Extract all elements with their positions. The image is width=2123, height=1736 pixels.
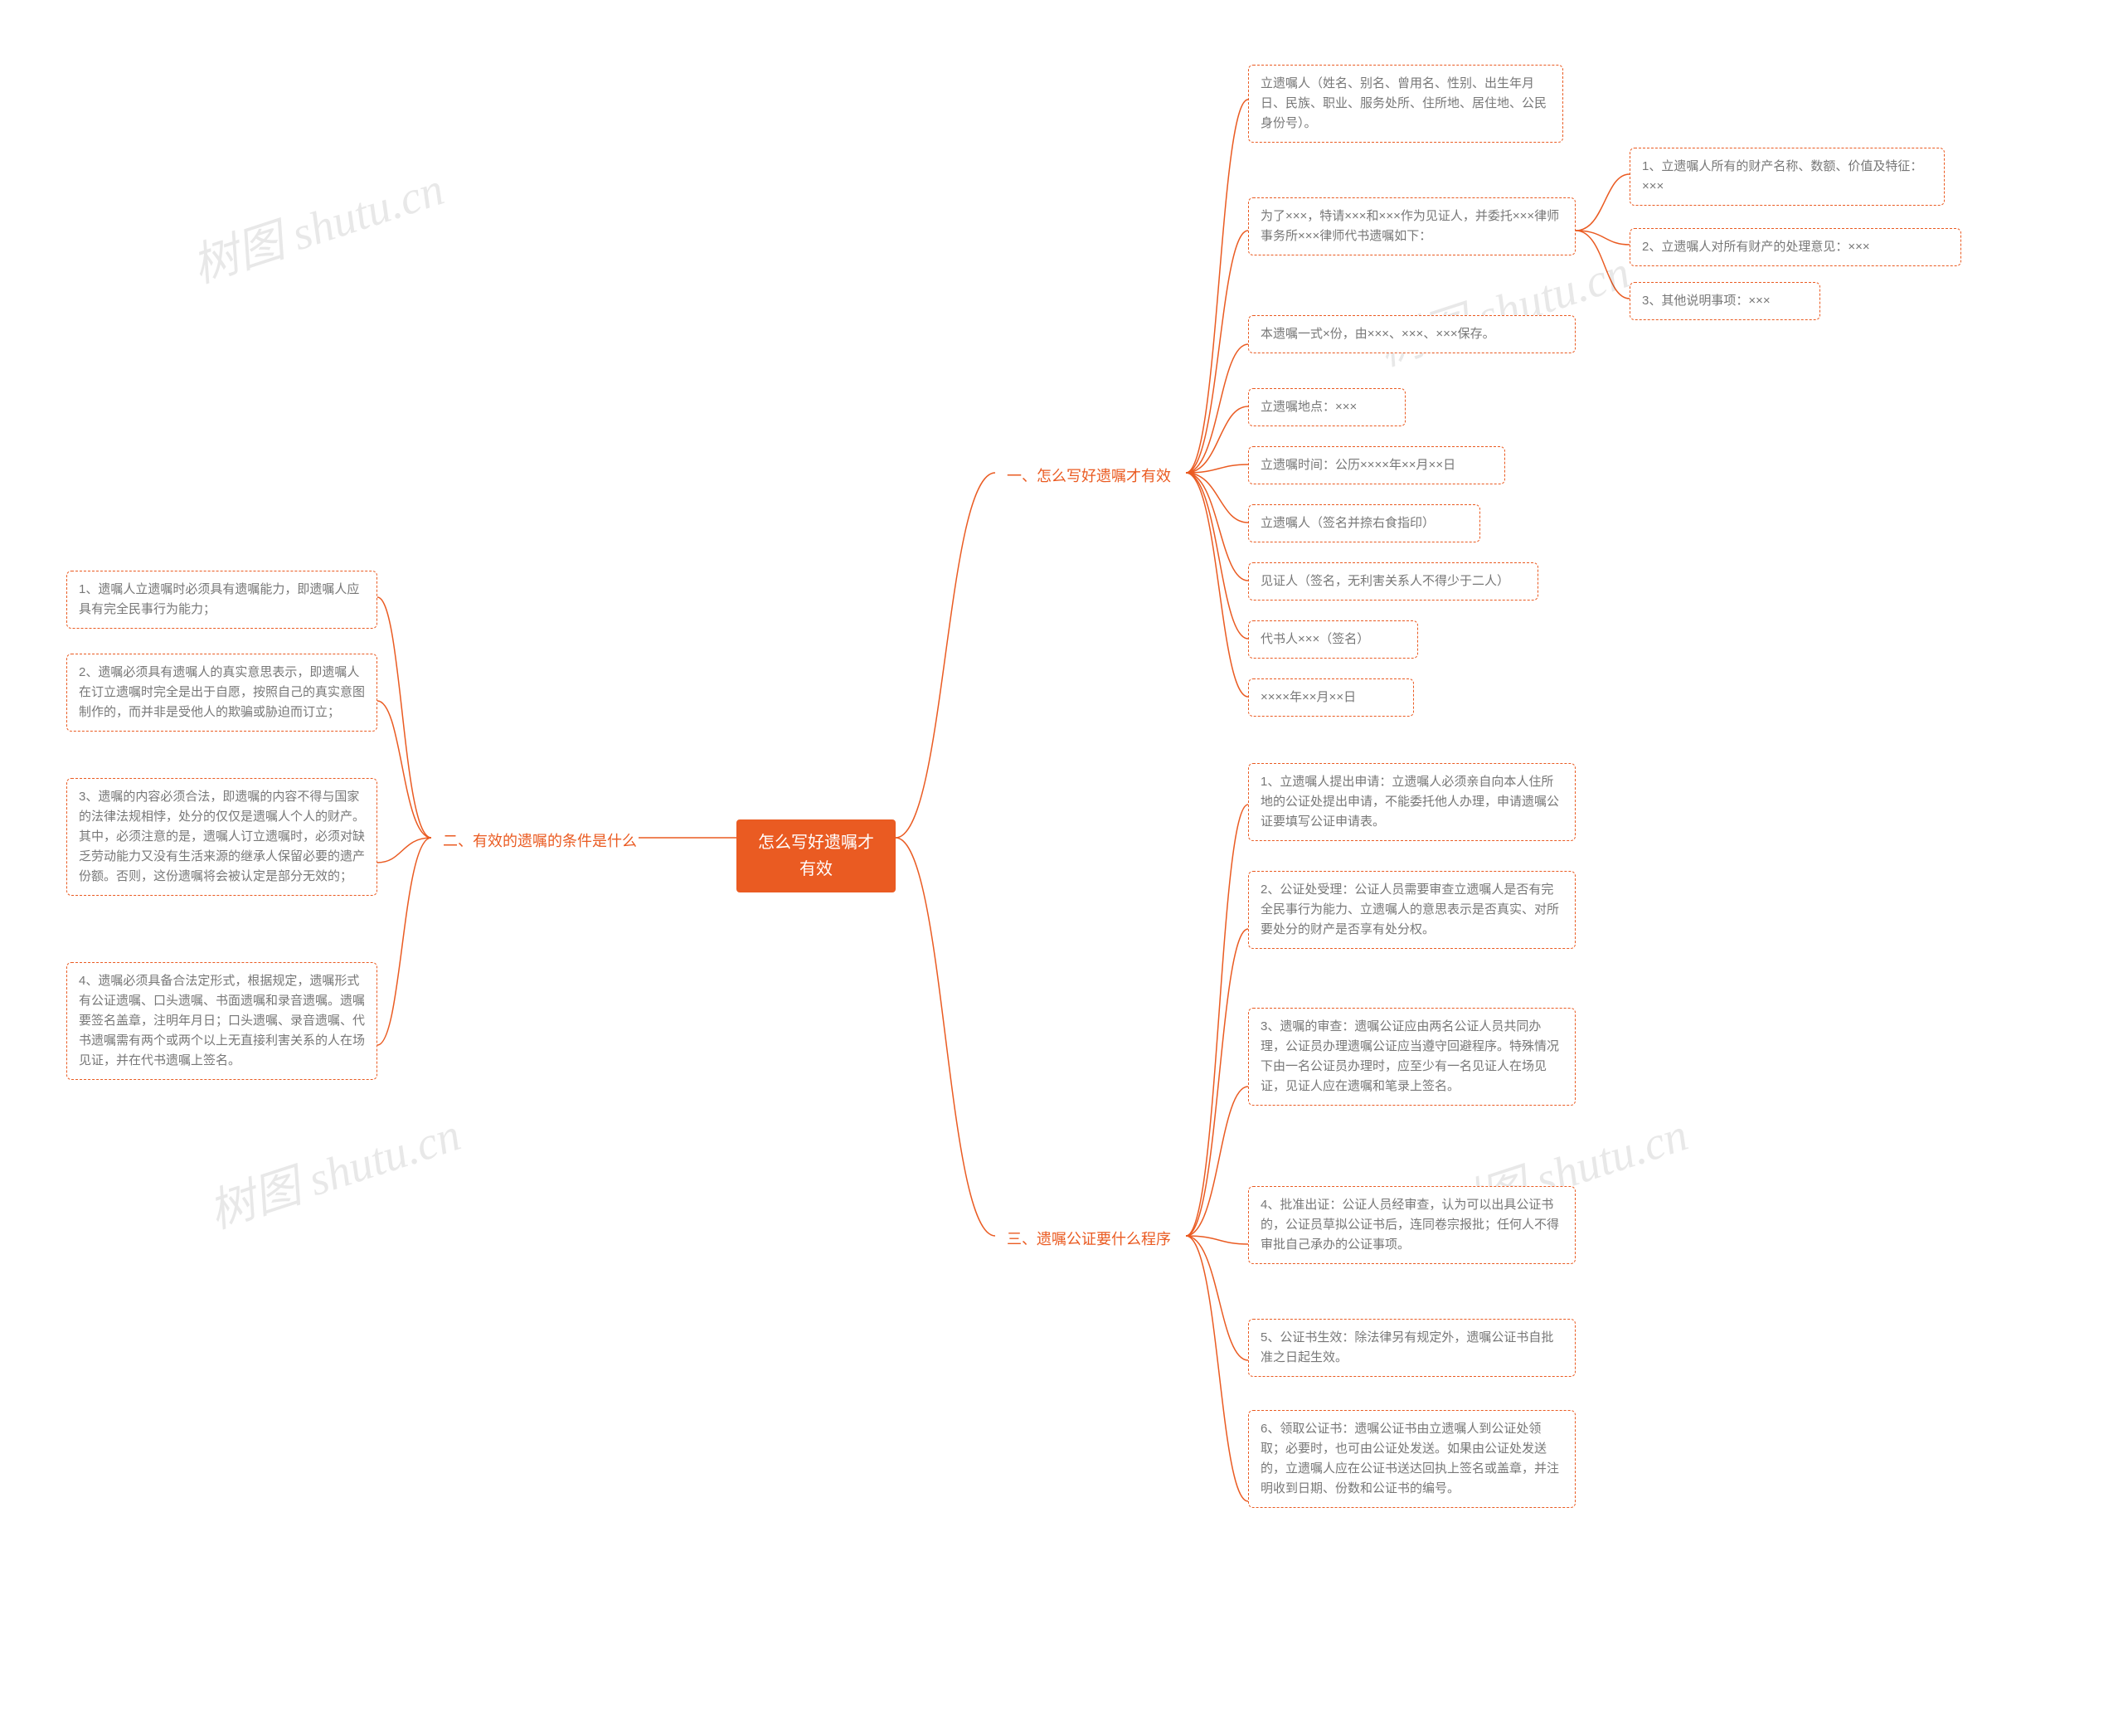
- branch-2[interactable]: 二、有效的遗嘱的条件是什么: [431, 823, 649, 860]
- b1-leaf-8: 代书人×××（签名）: [1248, 620, 1418, 659]
- watermark: 树图 shutu.cn: [1368, 235, 1637, 379]
- b2-leaf-3: 3、遗嘱的内容必须合法，即遗嘱的内容不得与国家的法律法规相悖，处分的仅仅是遗嘱人…: [66, 778, 377, 896]
- b1-c2-g1: 1、立遗嘱人所有的财产名称、数额、价值及特征：×××: [1630, 148, 1945, 206]
- b1-leaf-9: ××××年××月××日: [1248, 678, 1414, 717]
- b3-leaf-5: 5、公证书生效：除法律另有规定外，遗嘱公证书自批准之日起生效。: [1248, 1319, 1576, 1377]
- b2-leaf-2: 2、遗嘱必须具有遗嘱人的真实意思表示，即遗嘱人在订立遗嘱时完全是出于自愿，按照自…: [66, 654, 377, 732]
- root-node[interactable]: 怎么写好遗嘱才有效: [736, 819, 896, 892]
- b3-leaf-2: 2、公证处受理：公证人员需要审查立遗嘱人是否有完全民事行为能力、立遗嘱人的意思表…: [1248, 871, 1576, 949]
- b1-c2-g3: 3、其他说明事项：×××: [1630, 282, 1820, 320]
- b1-leaf-1: 立遗嘱人（姓名、别名、曾用名、性别、出生年月日、民族、职业、服务处所、住所地、居…: [1248, 65, 1563, 143]
- branch-1[interactable]: 一、怎么写好遗嘱才有效: [995, 458, 1183, 495]
- watermark: 树图 shutu.cn: [182, 152, 451, 296]
- watermark: 树图 shutu.cn: [199, 1097, 468, 1242]
- b2-leaf-4: 4、遗嘱必须具备合法定形式，根据规定，遗嘱形式有公证遗嘱、口头遗嘱、书面遗嘱和录…: [66, 962, 377, 1080]
- b1-leaf-7: 见证人（签名，无利害关系人不得少于二人）: [1248, 562, 1538, 601]
- b3-leaf-4: 4、批准出证：公证人员经审查，认为可以出具公证书的，公证员草拟公证书后，连同卷宗…: [1248, 1186, 1576, 1264]
- branch-3[interactable]: 三、遗嘱公证要什么程序: [995, 1221, 1183, 1258]
- b1-leaf-5: 立遗嘱时间：公历××××年××月××日: [1248, 446, 1505, 484]
- b3-leaf-1: 1、立遗嘱人提出申请：立遗嘱人必须亲自向本人住所地的公证处提出申请，不能委托他人…: [1248, 763, 1576, 841]
- b1-leaf-4: 立遗嘱地点：×××: [1248, 388, 1406, 426]
- b3-leaf-3: 3、遗嘱的审查：遗嘱公证应由两名公证人员共同办理，公证员办理遗嘱公证应当遵守回避…: [1248, 1008, 1576, 1106]
- b1-leaf-3: 本遗嘱一式×份，由×××、×××、×××保存。: [1248, 315, 1576, 353]
- b1-leaf-6: 立遗嘱人（签名并捺右食指印）: [1248, 504, 1480, 542]
- b3-leaf-6: 6、领取公证书：遗嘱公证书由立遗嘱人到公证处领取；必要时，也可由公证处发送。如果…: [1248, 1410, 1576, 1508]
- b1-c2-g2: 2、立遗嘱人对所有财产的处理意见：×××: [1630, 228, 1961, 266]
- b2-leaf-1: 1、遗嘱人立遗嘱时必须具有遗嘱能力，即遗嘱人应具有完全民事行为能力；: [66, 571, 377, 629]
- b1-leaf-2: 为了×××，特请×××和×××作为见证人，并委托×××律师事务所×××律师代书遗…: [1248, 197, 1576, 255]
